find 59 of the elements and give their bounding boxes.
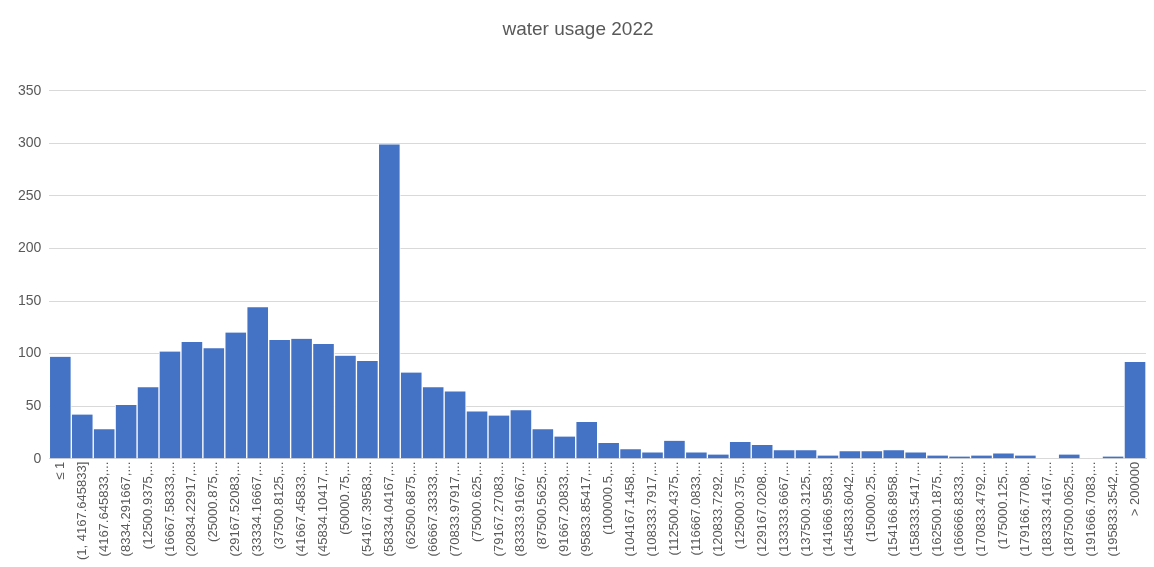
- x-tick-label: (187500.0625,...: [1060, 461, 1076, 557]
- y-tick-label: 200: [18, 239, 42, 256]
- x-tick-label: (170833.4792,...: [973, 461, 989, 557]
- x-tick-label: (150000.25,...: [863, 461, 879, 542]
- x-tick-label: (120833.7292,...: [709, 461, 725, 557]
- x-tick-label: (175000.125,...: [995, 461, 1011, 550]
- x-tick-label: (137500.3125,...: [797, 461, 813, 557]
- x-tick-label: (20834.22917,...: [183, 461, 199, 557]
- x-tick-label: (58334.04167,...: [380, 461, 396, 557]
- chart-title: water usage 2022: [501, 17, 654, 39]
- x-tick-label: (166666.8333,...: [951, 461, 967, 557]
- x-tick-label: (75000.625,...: [468, 461, 484, 542]
- x-tick-label: (79167.27083,...: [490, 461, 506, 557]
- y-tick-label: 300: [18, 134, 42, 151]
- y-tick-label: 100: [18, 344, 42, 361]
- x-tick-label: (191666.7083,...: [1082, 461, 1098, 557]
- x-tick-label: (66667.33333,...: [424, 461, 440, 557]
- x-tick-label: (33334.16667,...: [249, 461, 265, 557]
- y-tick-label: 350: [18, 81, 42, 98]
- x-tick-label: (195833.3542,...: [1104, 461, 1120, 557]
- y-tick-label: 0: [33, 449, 42, 466]
- x-tick-label: (62500.6875,...: [402, 461, 418, 550]
- x-tick-label: (8334.291667,...: [117, 461, 133, 557]
- x-tick-label: (54167.39583,...: [358, 461, 374, 557]
- y-tick-label: 150: [18, 291, 42, 308]
- x-tick-label: (183333.4167,...: [1038, 461, 1054, 557]
- x-tick-label: (129167.0208,...: [753, 461, 769, 557]
- x-tick-label: (50000.75,...: [337, 461, 353, 535]
- x-tick-label: (16667.58333,...: [161, 461, 177, 557]
- x-tick-label: (179166.7708,...: [1016, 461, 1032, 557]
- x-tick-label: (116667.0833,...: [687, 461, 703, 556]
- x-tick-label: (4167.645833,...: [95, 461, 111, 557]
- x-tick-label: (1, 4167.645833]: [73, 461, 89, 561]
- x-tick-label: (70833.97917,...: [446, 461, 462, 557]
- x-tick-label: (45834.10417,...: [315, 461, 331, 557]
- x-tick-label: (41667.45833,...: [293, 461, 309, 557]
- y-tick-label: 50: [25, 397, 42, 413]
- x-tick-label: (162500.1875,...: [929, 461, 945, 557]
- x-tick-label: (25000.875,...: [205, 461, 221, 542]
- x-tick-label: (29167.52083,...: [227, 461, 243, 557]
- x-tick-label: (141666.9583,...: [819, 461, 835, 557]
- x-tick-label: (95833.85417,...: [578, 461, 594, 557]
- x-tick-label: (125000.375,...: [731, 461, 747, 550]
- x-tick-label: (112500.4375,...: [666, 461, 682, 556]
- x-tick-label: (83333.91667,...: [512, 461, 528, 557]
- x-tick-label: (12500.9375,...: [139, 461, 155, 550]
- x-tick-label: (158333.5417,...: [907, 461, 923, 557]
- x-tick-label: ≤ 1: [51, 461, 67, 480]
- x-tick-label: (104167.1458,...: [622, 461, 638, 557]
- x-tick-label: > 200000: [1126, 461, 1142, 517]
- y-tick-label: 250: [18, 186, 42, 203]
- x-tick-label: (145833.6042,...: [841, 461, 857, 557]
- x-tick-label: (100000.5,...: [600, 461, 616, 535]
- x-tick-label: (154166.8958,...: [885, 461, 901, 557]
- x-tick-label: (133333.6667,...: [775, 461, 791, 557]
- x-tick-label: (91667.20833,...: [556, 461, 572, 557]
- x-tick-label: (108333.7917,...: [644, 461, 660, 557]
- x-tick-label: (87500.5625,...: [534, 461, 550, 550]
- x-tick-label: (37500.8125,...: [271, 461, 287, 550]
